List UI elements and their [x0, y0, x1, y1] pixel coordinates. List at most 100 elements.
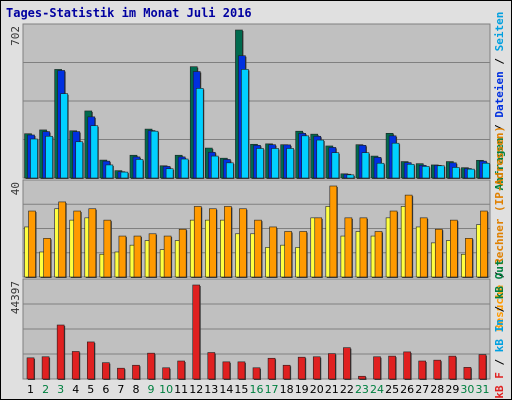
bar-kbf-day-17	[267, 357, 276, 380]
bar-besuche-day-25	[389, 210, 398, 278]
bar-besuche-day-20	[314, 217, 323, 278]
bar-seiten-day-26	[406, 163, 415, 179]
bar-kbf-day-9	[147, 352, 155, 380]
bar-kbf-day-25	[388, 355, 396, 380]
x-tick-label-22: 22	[340, 383, 354, 396]
bar-kbf-day-22	[343, 347, 351, 380]
bar-kbf-day-23	[358, 375, 366, 380]
side-label-top-part-4: /	[493, 51, 506, 71]
x-tick-label-21: 21	[325, 383, 339, 396]
bar-seiten-day-6	[105, 164, 114, 179]
x-tick-label-2: 2	[42, 383, 49, 396]
bar-seiten-day-15	[241, 69, 249, 179]
bar-kbf-day-11	[177, 360, 185, 380]
side-label-bottom: kB F / kB In / kB Out	[493, 259, 506, 398]
bar-kbf-day-30	[463, 367, 472, 380]
side-label-top: Anfragen / Dateien / Seiten	[493, 12, 506, 191]
bar-kbf-day-3	[56, 324, 65, 380]
bar-besuche-day-4	[73, 210, 82, 278]
bar-kbf-day-15	[237, 361, 246, 380]
bar-seiten-day-30	[467, 168, 475, 179]
x-tick-label-16: 16	[250, 383, 264, 396]
bar-kbf-day-20	[312, 356, 321, 380]
ymax-label-top: 702	[9, 26, 22, 46]
bar-kbf-day-4	[71, 351, 80, 380]
bar-seiten-day-10	[165, 168, 174, 179]
bar-besuche-day-28	[434, 228, 443, 278]
side-label-mid-part-3: Rechner (IP-Adressen)	[493, 126, 506, 265]
bar-kbf-day-14	[222, 361, 231, 380]
side-label-bottom-part-5: kB Out	[493, 259, 506, 299]
bar-kbf-day-26	[403, 351, 411, 380]
bar-besuche-day-11	[178, 228, 187, 278]
bar-seiten-day-1	[30, 138, 38, 179]
bar-seiten-day-29	[452, 167, 460, 179]
side-label-top-part-1: Anfragen	[493, 137, 506, 190]
x-tick-label-30: 30	[460, 383, 474, 396]
x-tick-label-13: 13	[204, 383, 218, 396]
bar-besuche-day-3	[58, 201, 66, 278]
bar-besuche-day-16	[254, 219, 262, 278]
bar-besuche-day-9	[148, 233, 157, 278]
x-tick-label-17: 17	[265, 383, 279, 396]
bar-seiten-day-2	[45, 135, 53, 179]
bar-seiten-day-23	[361, 152, 370, 179]
x-tick-label-28: 28	[430, 383, 444, 396]
bar-seiten-day-7	[120, 171, 129, 179]
bar-besuche-day-14	[224, 206, 232, 278]
x-tick-label-31: 31	[475, 383, 489, 396]
bar-besuche-day-22	[344, 217, 353, 278]
x-tick-label-4: 4	[72, 383, 79, 396]
side-label-mid: Besuche / Rechner (IP-Adressen)	[493, 126, 506, 331]
bar-seiten-day-25	[391, 142, 400, 179]
bar-besuche-day-8	[133, 235, 142, 278]
bar-seiten-day-27	[421, 166, 430, 179]
bar-kbf-day-10	[162, 367, 170, 380]
x-tick-label-11: 11	[174, 383, 188, 396]
bar-kbf-day-6	[102, 362, 110, 380]
x-tick-label-14: 14	[219, 383, 233, 396]
bar-kbf-day-8	[132, 364, 140, 380]
bar-besuche-day-30	[465, 238, 473, 278]
bar-besuche-day-15	[239, 208, 247, 278]
bar-besuche-day-31	[480, 210, 488, 278]
bar-besuche-day-10	[163, 235, 172, 278]
bar-besuche-day-1	[28, 210, 36, 278]
bar-seiten-day-12	[195, 88, 204, 179]
bar-seiten-day-4	[75, 141, 84, 179]
side-label-bottom-part-4: /	[493, 299, 506, 319]
side-label-top-part-5: Seiten	[493, 12, 506, 52]
bar-seiten-day-21	[331, 152, 340, 179]
bar-seiten-day-16	[256, 148, 264, 179]
bar-besuche-day-21	[329, 185, 338, 278]
bar-kbf-day-7	[117, 367, 125, 380]
bar-besuche-day-12	[193, 206, 202, 278]
bar-seiten-day-11	[180, 158, 189, 179]
bar-besuche-day-6	[103, 219, 112, 278]
bar-kbf-day-1	[26, 357, 35, 380]
bar-kbf-day-18	[282, 364, 291, 380]
x-tick-label-5: 5	[87, 383, 94, 396]
x-tick-label-15: 15	[234, 383, 248, 396]
side-label-top-part-3: Dateien	[493, 71, 506, 117]
bar-seiten-day-5	[90, 125, 99, 179]
side-label-bottom-part-3: kB In	[493, 319, 506, 352]
bar-kbf-day-31	[478, 354, 487, 380]
bar-seiten-day-31	[482, 162, 490, 179]
x-tick-label-3: 3	[57, 383, 64, 396]
x-tick-label-27: 27	[415, 383, 429, 396]
bar-besuche-day-7	[118, 235, 127, 278]
bar-seiten-day-13	[211, 155, 219, 179]
bar-besuche-day-18	[284, 231, 292, 278]
bar-seiten-day-18	[286, 148, 294, 179]
bar-besuche-day-27	[419, 217, 428, 278]
bar-kbf-day-5	[86, 341, 95, 380]
bar-besuche-day-29	[450, 219, 458, 278]
bar-seiten-day-20	[316, 139, 325, 179]
bar-besuche-day-5	[88, 208, 97, 278]
bar-kbf-day-29	[448, 355, 457, 380]
bar-besuche-day-26	[404, 194, 413, 278]
side-label-bottom-part-1: kB F	[493, 372, 506, 399]
x-tick-label-20: 20	[310, 383, 324, 396]
bar-besuche-day-13	[209, 208, 217, 278]
